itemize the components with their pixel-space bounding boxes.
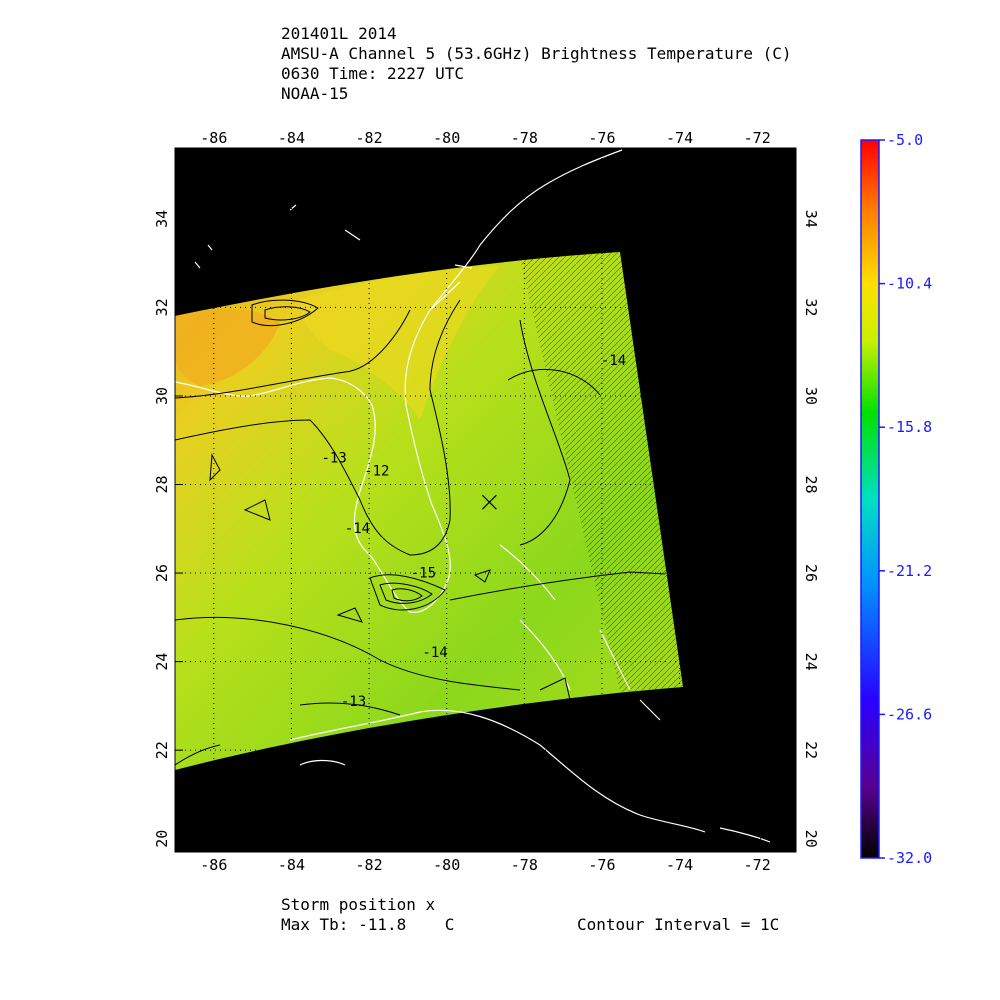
lat-label-left: 32 <box>153 298 171 316</box>
lat-label-right: 34 <box>802 210 820 228</box>
lon-label-top: -76 <box>588 129 615 147</box>
contour-label: -14 <box>601 353 626 369</box>
lat-label-left: 30 <box>153 387 171 405</box>
colorbar-tick-label: -10.4 <box>887 275 932 293</box>
colorbar-tick-label: -5.0 <box>887 131 923 149</box>
contour-label: -13 <box>341 694 366 710</box>
warm-region-florida <box>300 266 500 420</box>
lat-label-left: 22 <box>153 741 171 759</box>
storm-position-label: Storm position x <box>281 895 436 914</box>
title-line-1: 201401L 2014 <box>281 24 397 43</box>
contour-label: -13 <box>321 450 346 466</box>
coastlines <box>175 149 771 843</box>
lat-label-right: 28 <box>802 475 820 493</box>
lat-label-right: 26 <box>802 564 820 582</box>
lon-label-bottom: -72 <box>744 856 771 874</box>
lon-label-top: -74 <box>666 129 693 147</box>
lon-label-bottom: -80 <box>433 856 460 874</box>
lon-label-bottom: -86 <box>200 856 227 874</box>
graticule <box>175 148 796 852</box>
lat-label-right: 30 <box>802 387 820 405</box>
contour-label: -12 <box>364 464 389 480</box>
lon-label-bottom: -74 <box>666 856 693 874</box>
lat-label-left: 26 <box>153 564 171 582</box>
max-tb-label: Max Tb: -11.8 C <box>281 915 455 934</box>
lon-label-top: -80 <box>433 129 460 147</box>
lon-label-bottom: -76 <box>588 856 615 874</box>
colorbar-tick-label: -15.8 <box>887 418 932 436</box>
lon-label-top: -78 <box>511 129 538 147</box>
lat-label-left: 34 <box>153 210 171 228</box>
contour-label: -15 <box>411 565 436 581</box>
contour-interval-label: Contour Interval = 1C <box>577 915 780 934</box>
lat-label-right: 20 <box>802 830 820 848</box>
title-line-4: NOAA-15 <box>281 84 349 103</box>
lon-label-bottom: -82 <box>356 856 383 874</box>
lat-label-right: 32 <box>802 298 820 316</box>
contour-labels: -12 -13 -14 -15 -14 -13 -14 <box>321 353 626 710</box>
lat-label-right: 22 <box>802 741 820 759</box>
contours <box>175 299 666 766</box>
colorbar-tick-label: -32.0 <box>887 849 932 867</box>
lon-label-top: -86 <box>200 129 227 147</box>
storm-x-stroke <box>481 494 497 510</box>
lon-label-top: -72 <box>744 129 771 147</box>
lon-label-top: -84 <box>278 129 305 147</box>
colorbar-ticks: -5.0 -10.4 -15.8 -21.2 -26.6 -32.0 <box>879 131 932 867</box>
title-line-3: 0630 Time: 2227 UTC <box>281 64 465 83</box>
lon-label-bottom: -78 <box>511 856 538 874</box>
colorbar-tick-label: -26.6 <box>887 705 932 723</box>
lat-label-left: 20 <box>153 830 171 848</box>
warm-region <box>175 309 280 386</box>
lon-label-bottom: -84 <box>278 856 305 874</box>
contour-label: -14 <box>345 521 370 537</box>
colorbar <box>860 139 880 859</box>
title-line-2: AMSU-A Channel 5 (53.6GHz) Brightness Te… <box>281 44 792 63</box>
lat-label-left: 24 <box>153 653 171 671</box>
swath-edge-hatch <box>520 252 683 692</box>
axis-ticks: -86 -86 -84 -84 -82 -82 -80 -80 -78 -78 -76 -76 -74 -… <box>153 129 820 874</box>
lon-label-top: -82 <box>356 129 383 147</box>
storm-position-marker <box>481 494 497 510</box>
colorbar-tick-label: -21.2 <box>887 562 932 580</box>
contour-label: -14 <box>422 645 447 661</box>
lat-label-right: 24 <box>802 653 820 671</box>
lat-label-left: 28 <box>153 475 171 493</box>
